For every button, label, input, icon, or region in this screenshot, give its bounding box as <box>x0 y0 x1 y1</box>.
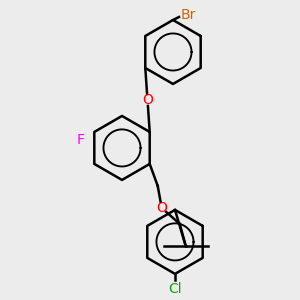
Text: Br: Br <box>181 8 197 22</box>
Text: Cl: Cl <box>168 282 182 296</box>
Text: O: O <box>142 93 153 107</box>
Text: F: F <box>76 133 84 147</box>
Text: O: O <box>156 201 167 215</box>
